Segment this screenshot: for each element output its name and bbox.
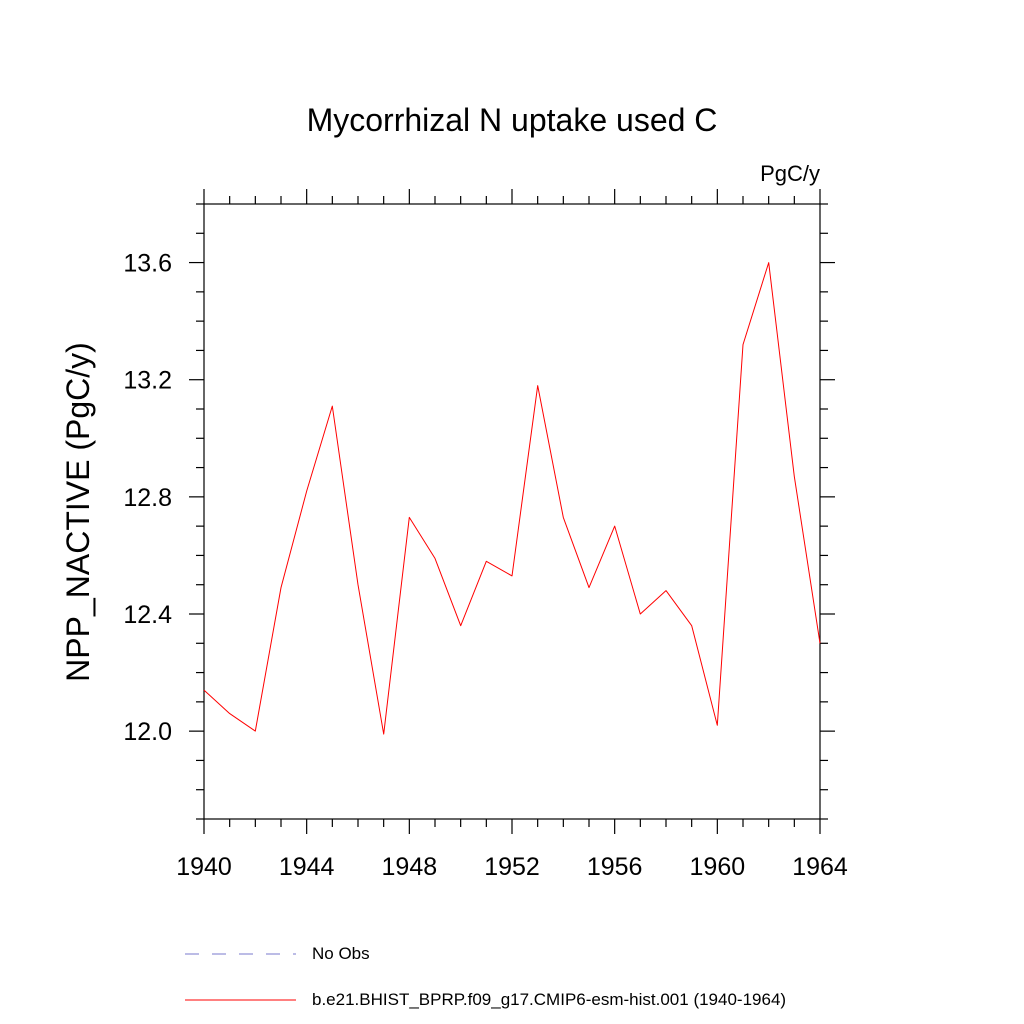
plot-frame bbox=[203, 203, 821, 820]
x-tick-label: 1952 bbox=[484, 853, 540, 881]
x-tick-labels: 1940 1944 1948 1952 1956 1960 1964 bbox=[176, 853, 848, 881]
x-tick-label: 1964 bbox=[792, 853, 848, 881]
y-tick-label: 12.4 bbox=[123, 601, 172, 629]
axis-ticks bbox=[189, 189, 835, 834]
y-tick-label: 12.0 bbox=[123, 718, 172, 746]
y-tick-label: 12.8 bbox=[123, 484, 172, 512]
legend-label-no-obs: No Obs bbox=[312, 944, 370, 963]
y-axis-label: NPP_NACTIVE (PgC/y) bbox=[60, 342, 96, 682]
y-tick-label: 13.6 bbox=[123, 250, 172, 278]
x-tick-label: 1944 bbox=[279, 853, 335, 881]
x-tick-label: 1940 bbox=[176, 853, 232, 881]
x-tick-label: 1956 bbox=[587, 853, 643, 881]
legend: No Obs b.e21.BHIST_BPRP.f09_g17.CMIP6-es… bbox=[185, 944, 786, 1009]
series-line bbox=[203, 262, 821, 735]
legend-label-model-run: b.e21.BHIST_BPRP.f09_g17.CMIP6-esm-hist.… bbox=[312, 990, 786, 1009]
y-tick-labels: 12.0 12.4 12.8 13.2 13.6 bbox=[123, 250, 172, 747]
y-tick-label: 13.2 bbox=[123, 367, 172, 395]
units-label: PgC/y bbox=[760, 161, 820, 186]
series-layer bbox=[203, 262, 821, 735]
chart-title: Mycorrhizal N uptake used C bbox=[307, 102, 718, 138]
x-tick-label: 1948 bbox=[382, 853, 438, 881]
x-tick-label: 1960 bbox=[690, 853, 746, 881]
